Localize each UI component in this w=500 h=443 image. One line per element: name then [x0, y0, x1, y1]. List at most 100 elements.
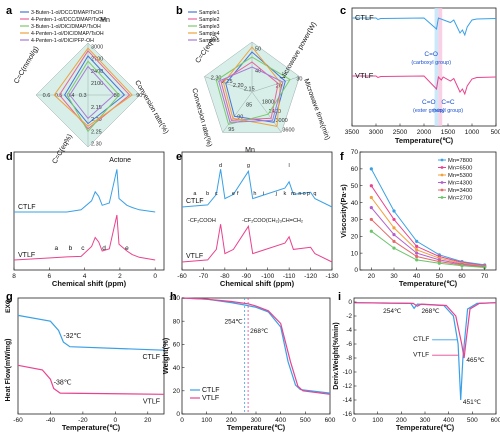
series-label: CTLF [18, 204, 36, 211]
viscosity-series-line [370, 219, 485, 268]
legend-label: Sample1 [199, 10, 220, 16]
annotation: (vinyl group) [433, 108, 463, 114]
viscosity-x-tick-label: 40 [413, 273, 421, 280]
radar-tick-label: 0.5 [55, 93, 63, 99]
peak-label: l [289, 163, 290, 169]
ftir-series-line [352, 17, 497, 37]
legend-label: 3-Buten-1-ol/DIC/DMAP/TsOH [31, 24, 101, 30]
ftir-series-line [352, 75, 497, 96]
viscosity-series-line [370, 207, 485, 268]
viscosity-point [392, 246, 396, 250]
peak-label: g [247, 163, 250, 169]
viscosity-y-tick-label: 0 [354, 267, 358, 274]
dsc-x-tick-label: 0 [114, 417, 118, 424]
viscosity-point [369, 229, 373, 233]
radar-tick-label: 2700 [91, 57, 103, 63]
series-label: VTLF [413, 352, 429, 359]
radar-tick-label: 2.15 [244, 86, 255, 92]
x-axis-label: Temperature(℃) [227, 423, 286, 432]
radar-tick-label: 2.25 [91, 129, 102, 135]
peak-label: p [307, 191, 310, 197]
dtg-x-tick-label: 400 [443, 417, 454, 424]
peak-label: k [283, 191, 286, 197]
viscosity-point [415, 251, 419, 255]
tga-y-tick-label: 100 [169, 295, 180, 302]
radar-series [58, 49, 131, 130]
peak-label: d [102, 245, 106, 252]
panel-letter-f: f [340, 151, 344, 163]
nmr-f-x-tick-label: -60 [177, 273, 187, 280]
viscosity-series-line [370, 185, 485, 267]
panel-letter-c: c [340, 5, 346, 17]
legend-label: 4-Penten-1-ol/DIC/DMAP/TsOH [31, 31, 104, 37]
radar-tick-label: 80 [114, 93, 120, 99]
viscosity-point [369, 195, 373, 200]
radar-series [53, 47, 133, 127]
tga-y-tick-label: 0 [176, 411, 180, 418]
series-label: CTLF [143, 354, 161, 361]
dtg-series-line [353, 302, 497, 359]
viscosity-point [392, 226, 396, 230]
radar-tick-label: 2100 [91, 81, 103, 87]
dtg-y-tick-label: -10 [343, 369, 353, 376]
viscosity-point [369, 184, 373, 188]
legend-label: Sample3 [199, 24, 220, 30]
annotation: 254℃ [383, 308, 402, 315]
viscosity-y-tick-label: 70 [351, 149, 359, 156]
peak-label: m [291, 191, 296, 197]
dtg-series-line [353, 302, 497, 401]
radar-axis-label: C=C(mmol/g) [13, 45, 40, 85]
radar-axis-label: Microwave time(min) [302, 78, 331, 141]
radar-series [69, 65, 115, 120]
dtg-x-tick-label: 100 [372, 417, 383, 424]
viscosity-point [415, 239, 419, 243]
legend-label: CTLF [202, 387, 220, 394]
dtg-x-tick-label: 0 [352, 417, 356, 424]
annotation: (ester group) [413, 108, 445, 114]
legend-label: 4-Penten-1-ol/DIC/PFP-OH [31, 38, 94, 44]
panel-letter-h: h [170, 291, 177, 303]
dtg-y-tick-label: -14 [343, 397, 353, 404]
panel-letter-i: i [338, 291, 341, 303]
series-label: VTLF [355, 71, 374, 80]
annotation: C=C [441, 99, 454, 106]
ftir-x-tick-label: 500 [491, 129, 500, 136]
legend-marker [440, 158, 444, 162]
dtg-y-tick-label: -4 [346, 327, 352, 334]
ftir-x-tick-label: 3500 [345, 129, 360, 136]
annotation: 268℃ [250, 328, 269, 335]
viscosity-point [460, 264, 464, 268]
radar-series [66, 60, 120, 133]
annotation: Actone [109, 157, 131, 164]
viscosity-point [437, 261, 441, 265]
radar-tick-label: 2.15 [91, 105, 102, 111]
radar-axis-label: Conversion rate(%) [190, 88, 212, 148]
dtg-y-tick-label: -8 [346, 355, 352, 362]
viscosity-point [369, 167, 373, 171]
x-axis-label: Chemical shift (ppm) [52, 279, 127, 288]
annotation: C=O [422, 99, 436, 106]
radar-tick-label: 95 [228, 127, 234, 133]
viscosity-point [483, 265, 487, 270]
y-axis-label: Viscosity(Pa·s) [339, 184, 348, 238]
panel-letter-b: b [176, 5, 183, 17]
dtg-y-tick-label: -16 [343, 411, 353, 418]
tga-x-tick-label: 600 [325, 417, 336, 424]
radar-tick-label: 3600 [282, 128, 294, 134]
peak-label: o [303, 191, 306, 197]
peak-label: e [232, 191, 235, 197]
series-label: CTLF [355, 13, 374, 22]
nmr-h-frame [13, 151, 165, 271]
nmr-h-series-line [14, 169, 156, 213]
radar-tick-label: 40 [255, 68, 261, 74]
radar-spoke [251, 76, 300, 93]
tga-y-tick-label: 20 [173, 388, 181, 395]
tga-x-tick-label: 400 [275, 417, 286, 424]
nmr-f-series-line [181, 169, 333, 208]
viscosity-y-tick-label: 30 [351, 217, 359, 224]
legend-label: Mn=7800 [448, 158, 472, 164]
peak-label: f [237, 191, 239, 197]
radar-spoke [251, 91, 282, 133]
series-label: VTLF [186, 253, 203, 260]
